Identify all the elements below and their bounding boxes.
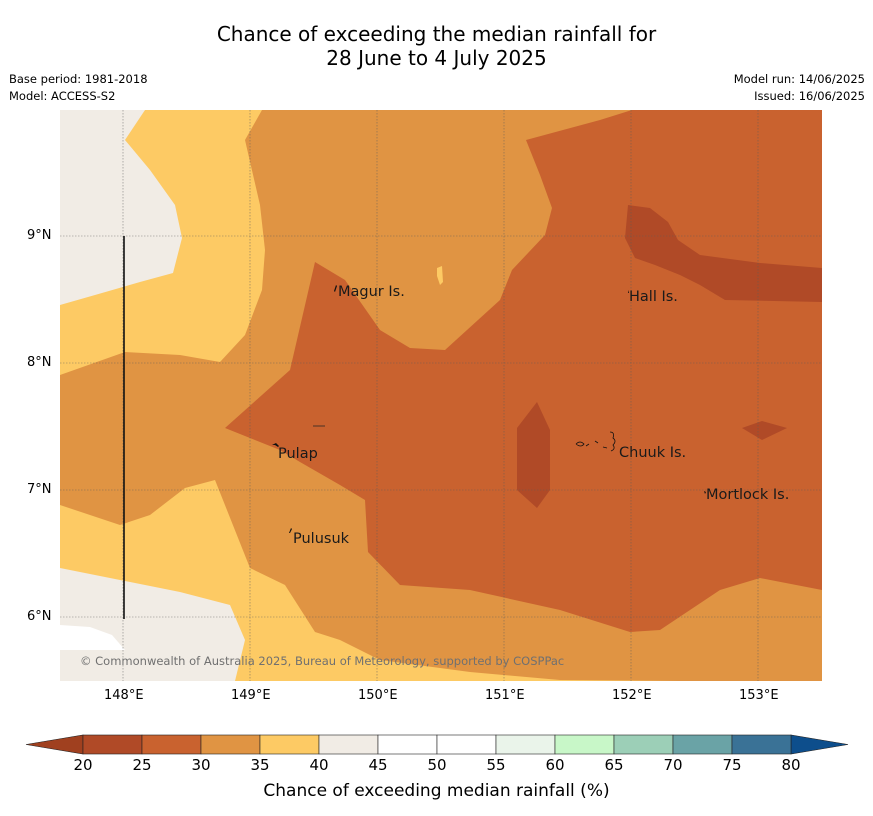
- colorbar-swatch-30: [200, 734, 261, 755]
- band-40-45-north: [60, 110, 182, 305]
- place-chuuk: Chuuk Is.: [619, 445, 687, 461]
- meta-right: Model run: 14/06/2025 Issued: 16/06/2025: [734, 71, 865, 105]
- colorbar-label-30: 30: [191, 756, 211, 774]
- band-20-25-north: [625, 205, 822, 302]
- meta-left: Base period: 1981-2018 Model: ACCESS-S2: [9, 71, 148, 105]
- lon-tick-152e: 152°E: [612, 688, 652, 703]
- map-title: Chance of exceeding the median rainfall …: [0, 22, 873, 70]
- colorbar-label-45: 45: [368, 756, 388, 774]
- colorbar-swatch-20: [82, 734, 143, 755]
- colorbar-swatch-35: [259, 734, 320, 755]
- place-pulap: Pulap: [278, 446, 318, 462]
- place-magur: Magur Is.: [338, 284, 405, 300]
- title-line-1: Chance of exceeding the median rainfall …: [216, 22, 657, 46]
- lat-tick-7n: 7°N: [27, 482, 52, 497]
- band-35-40-spot: [437, 266, 443, 285]
- lat-tick-6n: 6°N: [27, 609, 52, 624]
- colorbar-label-65: 65: [604, 756, 624, 774]
- band-20-25-center: [517, 402, 550, 508]
- colorbar-label-20: 20: [73, 756, 93, 774]
- colorbar-label-80: 80: [781, 756, 801, 774]
- place-pulusuk: Pulusuk: [293, 531, 350, 547]
- colorbar-label-40: 40: [309, 756, 329, 774]
- colorbar-swatch-40: [318, 734, 379, 755]
- colorbar-label-75: 75: [722, 756, 742, 774]
- colorbar-swatch-70: [672, 734, 733, 755]
- issued-date: Issued: 16/06/2025: [754, 89, 865, 103]
- lon-tick-148e: 148°E: [104, 688, 144, 703]
- title-line-2: 28 June to 4 July 2025: [326, 46, 547, 70]
- band-40-45-south: [60, 568, 245, 681]
- colorbar-swatch-55: [495, 734, 556, 755]
- colorbar-swatch-60: [554, 734, 615, 755]
- place-hall: Hall Is.: [629, 289, 678, 305]
- graticule: [60, 110, 822, 681]
- base-period: Base period: 1981-2018: [9, 72, 148, 86]
- colorbar-swatch-50: [436, 734, 497, 755]
- model-run: Model run: 14/06/2025: [733, 72, 865, 86]
- colorbar-swatch-25: [141, 734, 202, 755]
- colorbar-over-arrow: [790, 734, 849, 755]
- band-45-50-south: [60, 625, 125, 650]
- colorbar-label-25: 25: [132, 756, 152, 774]
- lon-tick-149e: 149°E: [231, 688, 271, 703]
- colorbar-label-50: 50: [427, 756, 447, 774]
- colorbar-label-55: 55: [486, 756, 506, 774]
- islands: [272, 285, 706, 533]
- model-name: Model: ACCESS-S2: [9, 89, 116, 103]
- colorbar-under-arrow: [25, 734, 84, 755]
- lat-tick-8n: 8°N: [27, 355, 52, 370]
- lat-tick-9n: 9°N: [27, 228, 52, 243]
- colorbar-swatch-65: [613, 734, 674, 755]
- lon-tick-153e: 153°E: [739, 688, 779, 703]
- colorbar-label-60: 60: [545, 756, 565, 774]
- colorbar-swatch-45: [377, 734, 438, 755]
- place-mortlock: Mortlock Is.: [706, 487, 790, 503]
- lon-tick-150e: 150°E: [358, 688, 398, 703]
- colorbar-label-35: 35: [250, 756, 270, 774]
- colorbar-title: Chance of exceeding median rainfall (%): [263, 781, 610, 801]
- colorbar-label-70: 70: [663, 756, 683, 774]
- copyright-notice: © Commonwealth of Australia 2025, Bureau…: [80, 654, 565, 668]
- band-40-45-corner: [60, 110, 145, 142]
- colorbar-swatch-75: [731, 734, 792, 755]
- band-20-25-east: [742, 421, 787, 440]
- lon-tick-151e: 151°E: [485, 688, 525, 703]
